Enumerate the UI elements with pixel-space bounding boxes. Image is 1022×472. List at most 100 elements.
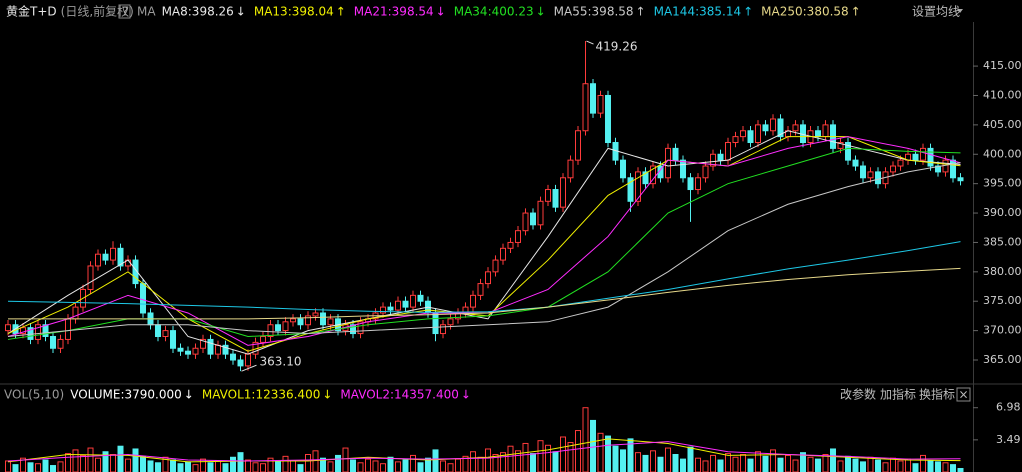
candle-body xyxy=(155,324,161,337)
indicator-button[interactable]: 改参数 xyxy=(840,387,876,402)
annotation-label: 363.10 xyxy=(260,355,302,369)
candle-body xyxy=(755,124,761,144)
close-box[interactable] xyxy=(956,387,971,402)
volume-bar xyxy=(852,458,859,472)
volume-bar xyxy=(732,456,739,472)
indicator-button[interactable]: 加指标 xyxy=(880,387,916,402)
volume-bar xyxy=(522,442,529,472)
volume-bar xyxy=(117,445,124,472)
volume-bar xyxy=(132,448,139,472)
candle-body xyxy=(237,359,244,367)
volume-bar xyxy=(372,460,379,472)
candle-body xyxy=(192,347,199,355)
volume-bar xyxy=(942,462,949,472)
volume-bar xyxy=(395,461,401,472)
candle-body xyxy=(387,306,394,311)
candle-body xyxy=(935,165,941,173)
candle-body xyxy=(770,118,776,132)
volume-bar xyxy=(687,446,694,472)
y-tick-label: 380.00 xyxy=(983,265,1022,278)
candle-body xyxy=(920,147,926,161)
candle-body xyxy=(327,318,334,326)
volume-bar xyxy=(680,458,686,472)
ma-settings[interactable]: 设置均线 xyxy=(912,5,960,19)
ma-arrow: ↑ xyxy=(851,5,861,19)
volume-bar xyxy=(837,460,844,472)
candle-body xyxy=(222,344,229,355)
volume-bar xyxy=(890,457,896,472)
candle-body xyxy=(140,283,146,314)
ma-arrow: ↓ xyxy=(536,5,546,19)
volume-bar xyxy=(530,453,536,472)
volume-bar xyxy=(950,464,956,472)
candle-body xyxy=(260,335,266,343)
candle-body xyxy=(177,347,184,352)
candle-body xyxy=(590,83,596,114)
volume-bar xyxy=(590,419,596,472)
candle-body xyxy=(507,241,514,249)
candle-body xyxy=(410,294,416,308)
mavol-legend: MAVOL1:12336.400 xyxy=(202,388,321,402)
volume-bar xyxy=(222,463,229,472)
candle-body xyxy=(890,165,896,173)
candle-body xyxy=(650,165,656,185)
candle-body xyxy=(815,130,821,138)
volume-bar xyxy=(470,451,476,472)
candle-body xyxy=(860,165,866,179)
volume-bar xyxy=(867,456,874,472)
volume-bar xyxy=(305,454,311,472)
volume-legend: VOLUME:3790.000 xyxy=(70,388,182,402)
ma-legend: MA55:398.58 xyxy=(554,5,634,19)
dropdown-arrow[interactable] xyxy=(957,9,963,13)
volume-bar xyxy=(440,460,446,472)
volume-bar xyxy=(620,449,626,472)
help-box[interactable] xyxy=(118,4,131,19)
ma-line xyxy=(8,267,961,320)
candle-body xyxy=(447,318,454,326)
volume-bar xyxy=(207,462,214,472)
volume-bar xyxy=(740,454,746,472)
candle-body xyxy=(605,94,611,144)
ma-arrow: ↑ xyxy=(636,5,646,19)
y-tick-label: 405.00 xyxy=(983,118,1022,131)
volume-bar xyxy=(897,460,904,472)
candle-body xyxy=(957,177,964,182)
candle-body xyxy=(777,118,784,138)
candle-body xyxy=(305,315,311,326)
close-button[interactable]: × xyxy=(958,388,968,402)
y-tick-label: 415.00 xyxy=(983,59,1022,72)
volume-bar xyxy=(282,455,289,472)
volume-bar xyxy=(642,454,649,472)
volume-bar xyxy=(147,460,154,472)
volume-bar xyxy=(65,453,71,472)
volume-tick-label: 6.98 xyxy=(996,401,1021,414)
volume-bar xyxy=(650,450,656,472)
candle-body xyxy=(702,165,709,179)
ma-legend: MA144:385.14 xyxy=(654,5,742,19)
candle-body xyxy=(582,83,589,132)
candle-body xyxy=(440,324,446,335)
volume-bar xyxy=(507,445,514,472)
candle-body xyxy=(215,344,221,355)
volume-bar xyxy=(27,462,34,472)
volume-bar xyxy=(252,462,259,472)
volume-bar xyxy=(777,457,784,472)
indicator-button[interactable]: 换指标 xyxy=(919,387,955,402)
ma-arrow: ↓ xyxy=(236,5,246,19)
candle-body xyxy=(747,130,754,144)
volume-bar xyxy=(785,454,791,472)
volume-bar xyxy=(5,460,11,472)
candle-body xyxy=(185,350,191,355)
candle-body xyxy=(635,171,641,202)
ma-line xyxy=(7,241,961,313)
y-tick-label: 400.00 xyxy=(983,147,1022,160)
volume-bar xyxy=(80,454,86,472)
candle-body xyxy=(312,312,319,317)
help[interactable]: ? xyxy=(122,5,128,19)
candle-body xyxy=(552,189,559,208)
candle-body xyxy=(537,200,544,226)
candle-body xyxy=(500,247,506,261)
volume-bar xyxy=(912,463,919,472)
volume-bar xyxy=(335,454,341,472)
ma-line xyxy=(7,130,961,355)
